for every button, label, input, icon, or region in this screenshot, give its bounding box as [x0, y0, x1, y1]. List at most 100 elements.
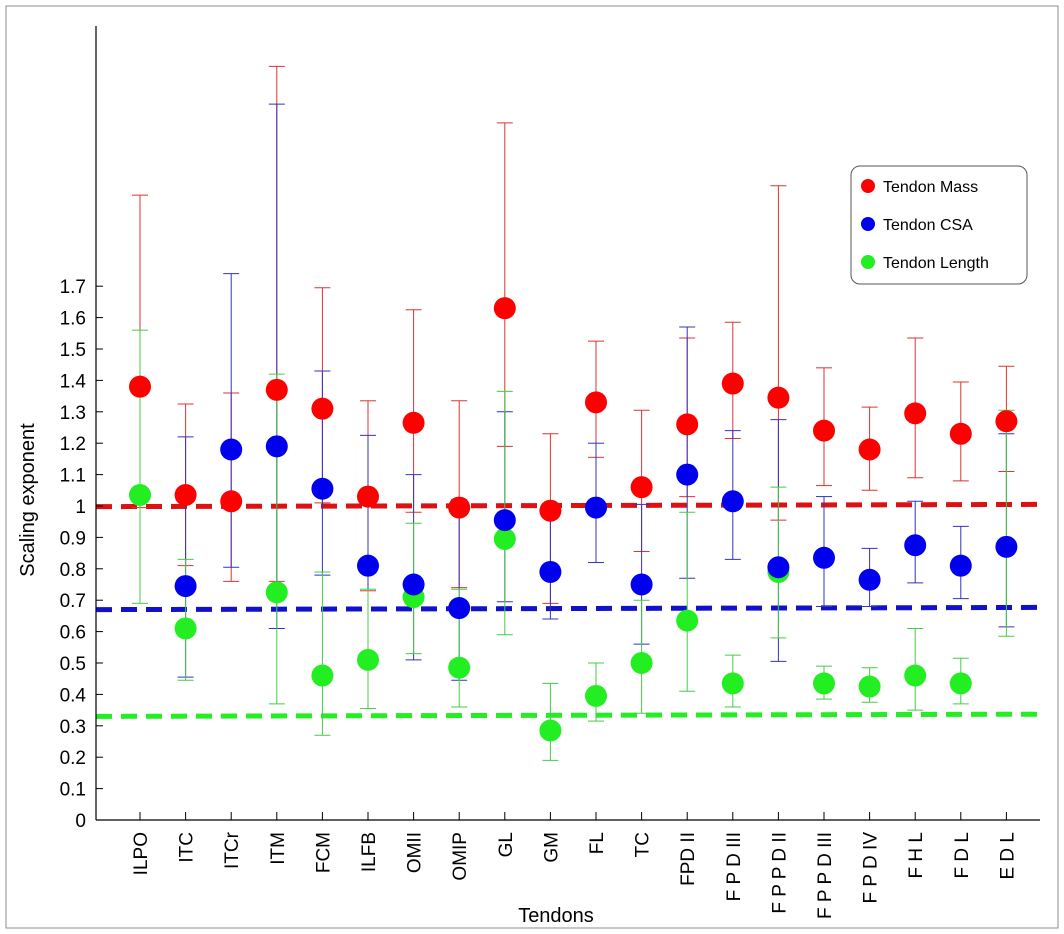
x-tick-label: F P P D III [815, 832, 836, 919]
y-tick-label: 0.7 [60, 591, 86, 612]
data-point [220, 438, 243, 461]
y-tick-label: 1.6 [60, 309, 86, 330]
y-tick-label: 1.4 [60, 371, 87, 392]
data-point [174, 617, 197, 640]
x-tick-label: TC [633, 832, 654, 857]
y-axis-title: Scaling exponent [17, 423, 39, 577]
x-ticks: ILPO ITC ITCr ITM FCM ILFB OMII OMIP GL GM FL TC FPD… [131, 812, 1018, 919]
x-tick-label: ILPO [131, 832, 152, 875]
data-point [539, 499, 562, 522]
x-tick-label: GM [541, 832, 562, 863]
data-point [904, 402, 927, 425]
data-point [813, 546, 835, 569]
data-point [676, 609, 699, 632]
y-tick-label: 1.5 [60, 340, 86, 361]
legend: Tendon Mass Tendon CSA Tendon Length [850, 165, 1028, 285]
x-tick-label: ITM [268, 832, 289, 865]
y-tick-label: 0.1 [60, 780, 86, 801]
data-point [539, 560, 562, 583]
y-tick-label: 1 [75, 497, 86, 518]
data-point [858, 675, 881, 698]
data-point [813, 672, 835, 695]
error-bar [314, 571, 331, 736]
data-point [630, 573, 653, 596]
data-point [311, 477, 334, 500]
data-point [630, 652, 653, 674]
y-tick-label: 0.9 [60, 528, 86, 549]
data-point [585, 496, 607, 519]
y-tick-label: 0.2 [60, 748, 86, 769]
y-tick-label: 1.3 [60, 403, 86, 424]
data-point [493, 509, 516, 532]
y-tick-label: 0.4 [60, 685, 87, 706]
data-point [767, 386, 790, 409]
data-point [357, 485, 379, 508]
x-tick-label: OMIP [450, 832, 471, 881]
data-point [493, 527, 516, 550]
x-tick-label: GL [496, 832, 517, 857]
data-point [448, 656, 471, 679]
legend-label: Tendon Mass [883, 179, 978, 196]
data-point [721, 372, 744, 395]
x-tick-label: E D L [997, 832, 1018, 880]
y-tick-label: 0.6 [60, 623, 86, 644]
data-point [493, 297, 516, 320]
data-points [129, 297, 1018, 742]
y-tick-label: 1.1 [60, 466, 86, 487]
legend-marker [861, 179, 875, 193]
reference-line-3 [95, 711, 1041, 719]
error-bar [268, 373, 285, 705]
x-axis-title: Tendons [518, 905, 594, 927]
data-point [995, 535, 1018, 558]
data-point [995, 410, 1018, 433]
data-point [676, 413, 699, 436]
data-point [949, 672, 972, 695]
data-point [630, 476, 653, 499]
x-tick-label: F P D IV [861, 832, 882, 904]
x-tick-label: F P P D II [769, 832, 790, 914]
legend-label: Tendon Length [883, 255, 989, 272]
y-ticks: 0 0.1 0.2 0.3 0.4 0.5 0.6 0.7 0.8 0.9 1 1.1 1.2 1.3 1.… [60, 277, 103, 832]
reference-lines [95, 501, 1041, 719]
axes [95, 26, 1040, 821]
y-tick-label: 0.8 [60, 560, 86, 581]
data-point [311, 664, 334, 687]
data-point [676, 463, 699, 486]
data-point [265, 581, 288, 604]
figure-frame [5, 5, 1059, 929]
data-point [220, 490, 243, 513]
data-point [357, 554, 379, 577]
data-point [129, 375, 151, 398]
data-point [949, 554, 972, 577]
data-point [858, 438, 881, 461]
data-point [721, 672, 744, 695]
data-point [585, 391, 607, 414]
x-tick-label: F H L [906, 832, 927, 878]
data-point [448, 496, 471, 519]
data-point [174, 575, 197, 598]
data-point [539, 719, 562, 742]
data-point [402, 411, 425, 434]
y-tick-label: 1.7 [60, 277, 86, 298]
data-point [904, 534, 927, 557]
x-tick-label: F P D III [724, 832, 745, 901]
x-tick-label: ITCr [222, 831, 243, 869]
data-point [357, 648, 379, 671]
data-point [721, 490, 744, 513]
reference-line-1 [95, 501, 1041, 510]
y-tick-label: 0 [75, 811, 86, 832]
legend-box [850, 165, 1028, 285]
x-tick-label: F D L [952, 832, 973, 878]
x-tick-label: FCM [313, 832, 334, 873]
y-tick-label: 1.2 [60, 434, 86, 455]
x-tick-label: FL [587, 832, 608, 854]
y-tick-label: 0.5 [60, 654, 86, 675]
data-point [174, 484, 197, 507]
data-point [813, 419, 835, 442]
legend-marker [861, 217, 875, 231]
x-tick-label: OMII [405, 832, 426, 873]
x-tick-label: ILFB [359, 832, 380, 872]
x-tick-label: FPD II [678, 832, 699, 886]
data-point [904, 664, 927, 687]
